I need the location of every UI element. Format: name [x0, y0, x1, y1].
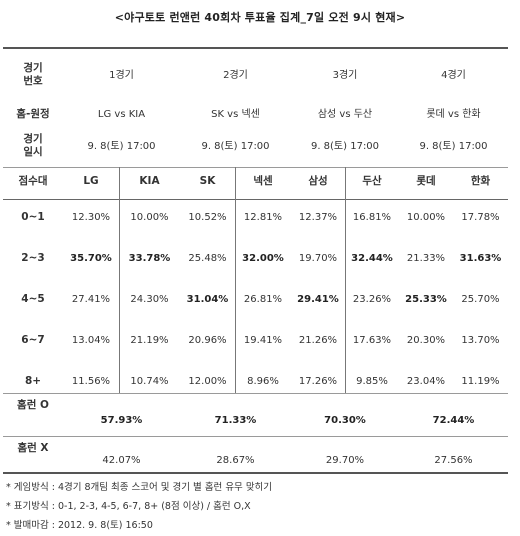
vote-rate-cell: 8.96%: [247, 375, 279, 387]
row-divider: [3, 167, 508, 168]
vote-rate-cell: 12.00%: [188, 375, 227, 387]
team-home: SK: [199, 174, 216, 187]
label-game-no-line: 경기: [23, 62, 43, 74]
vote-rate-cell: 21.33%: [406, 253, 446, 264]
team-home: LG: [83, 174, 99, 187]
game-number: 2경기: [223, 69, 248, 81]
vote-rate-cell: 11.56%: [71, 375, 111, 387]
team-away: KIA: [139, 174, 160, 187]
vote-rate-cell: 10.00%: [406, 212, 446, 223]
label-homerun-o: 홈런 O: [17, 398, 49, 411]
label-home-away: 홈-원정: [16, 107, 50, 120]
vote-rate-cell: 23.26%: [352, 294, 392, 305]
vote-rate-cell: 9.85%: [356, 375, 388, 387]
label-game-no-line: 번호: [23, 75, 43, 87]
vote-rate-cell: 32.44%: [351, 253, 393, 264]
vote-rate-cell: 25.70%: [461, 294, 500, 305]
homerun-x-rate: 42.07%: [102, 454, 141, 466]
vote-rate-cell: 21.26%: [298, 335, 338, 346]
label-game-time-line: 경기: [23, 133, 43, 145]
vote-rate-cell: 17.63%: [352, 335, 392, 346]
game-datetime: 9. 8(토) 17:00: [310, 140, 380, 152]
team-away: 두산: [362, 174, 382, 187]
game-datetime: 9. 8(토) 17:00: [87, 140, 156, 152]
vote-rate-cell: 31.04%: [186, 294, 229, 305]
vote-rate-cell: 27.41%: [71, 294, 111, 305]
note-notation: * 표기방식 : 0-1, 2-3, 4-5, 6-7, 8+ (8점 이상) …: [6, 501, 251, 512]
vote-rate-cell: 32.00%: [242, 253, 284, 264]
vote-rate-cell: 31.63%: [459, 253, 502, 264]
homerun-x-rate: 27.56%: [434, 454, 473, 466]
notes: * 게임방식 : 4경기 8개팀 최종 스코어 및 경기 별 홈런 유무 맞히기…: [6, 478, 272, 535]
score-range-label: 0~1: [21, 211, 45, 223]
vote-rate-cell: 10.52%: [188, 212, 227, 223]
vote-rate-cell: 12.81%: [243, 212, 283, 223]
page-title: <야구토토 런앤런 40회차 투표율 집계_7일 오전 9시 현재>: [114, 11, 406, 24]
score-range-label: 6~7: [21, 334, 45, 346]
vote-rate-cell: 21.19%: [130, 335, 169, 346]
game-number: 3경기: [332, 69, 358, 81]
score-range-label: 8+: [24, 374, 42, 387]
homerun-o-rate: 71.33%: [214, 415, 257, 426]
vote-rate-cell: 13.70%: [461, 335, 500, 346]
team-away: 한화: [470, 174, 491, 187]
row-divider: [3, 436, 508, 437]
row-divider: [3, 199, 508, 200]
label-game-time: 경기 일시: [3, 127, 63, 165]
label-score-range: 점수대: [18, 174, 48, 187]
column-divider: [119, 167, 120, 393]
vote-rate-cell: 10.74%: [130, 375, 169, 387]
game-number: 1경기: [109, 69, 134, 81]
vote-rate-cell: 10.00%: [130, 212, 169, 223]
note-deadline: * 발매마감 : 2012. 9. 8(토) 16:50: [6, 520, 153, 531]
score-range-label: 2~3: [21, 252, 45, 264]
vote-rate-cell: 12.37%: [298, 212, 338, 223]
label-game-no: 경기 번호: [3, 49, 63, 101]
vote-rate-table: 경기 번호 홈-원정 경기 일시 점수대 1경기 LG vs KIA 9. 8(토) 17:00…: [3, 47, 508, 474]
vote-rate-cell: 35.70%: [70, 253, 112, 264]
vote-rate-cell: 29.41%: [297, 294, 339, 305]
game-datetime: 9. 8(토) 17:00: [419, 140, 488, 152]
vote-rate-cell: 12.30%: [71, 212, 111, 223]
vote-rate-cell: 25.48%: [188, 253, 227, 264]
team-home: 삼성: [308, 174, 328, 187]
note-game-method: * 게임방식 : 4경기 8개팀 최종 스코어 및 경기 별 홈런 유무 맞히기: [6, 482, 273, 493]
matchup: SK vs 넥센: [211, 108, 260, 120]
vote-rate-cell: 20.30%: [406, 335, 446, 346]
vote-rate-cell: 17.26%: [298, 375, 338, 387]
homerun-o-rate: 72.44%: [432, 415, 475, 426]
vote-rate-cell: 33.78%: [128, 253, 171, 264]
homerun-o-rate: 57.93%: [100, 415, 143, 426]
vote-rate-cell: 26.81%: [243, 294, 283, 305]
column-divider: [345, 167, 346, 393]
game-number: 4경기: [441, 69, 466, 81]
vote-rate-cell: 23.04%: [406, 375, 446, 387]
team-home: 롯데: [416, 174, 436, 187]
team-away: 넥센: [253, 174, 273, 187]
homerun-x-rate: 28.67%: [216, 454, 255, 466]
vote-rate-cell: 19.41%: [243, 335, 283, 346]
matchup: LG vs KIA: [97, 108, 146, 120]
label-homerun-x: 홈런 X: [17, 441, 49, 454]
vote-rate-cell: 20.96%: [188, 335, 227, 346]
matchup: 삼성 vs 두산: [317, 108, 373, 120]
score-range-label: 4~5: [21, 293, 45, 305]
vote-rate-cell: 13.04%: [71, 335, 111, 346]
vote-rate-cell: 16.81%: [352, 212, 392, 223]
vote-rate-cell: 24.30%: [130, 294, 169, 305]
row-divider: [3, 393, 508, 394]
vote-rate-cell: 17.78%: [461, 212, 500, 223]
homerun-o-rate: 70.30%: [324, 415, 366, 426]
column-divider: [235, 167, 236, 393]
vote-rate-cell: 11.19%: [461, 375, 500, 387]
label-game-time-line: 일시: [23, 146, 43, 158]
game-datetime: 9. 8(토) 17:00: [201, 140, 270, 152]
vote-rate-cell: 19.70%: [298, 253, 338, 264]
matchup: 롯데 vs 한화: [426, 108, 481, 120]
vote-rate-cell: 25.33%: [405, 294, 447, 305]
homerun-x-rate: 29.70%: [325, 454, 365, 466]
